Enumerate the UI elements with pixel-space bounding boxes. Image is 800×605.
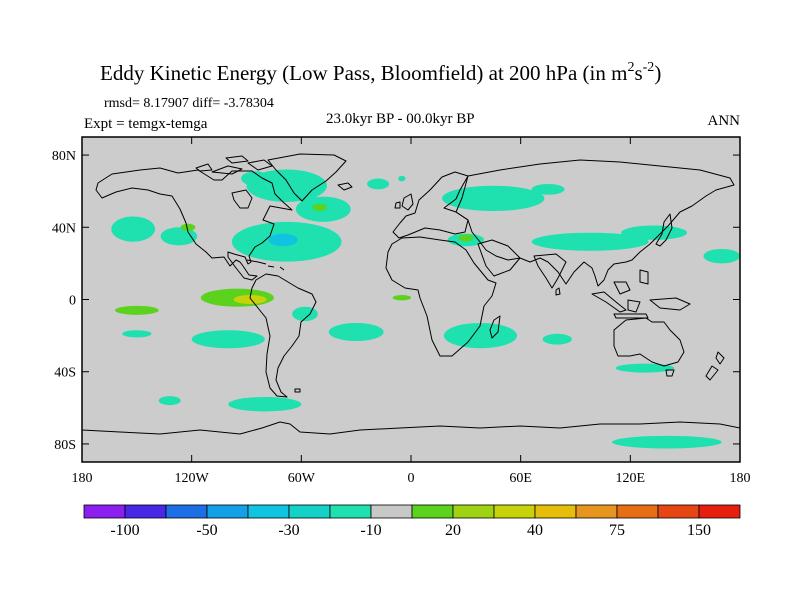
season-label: ANN <box>708 113 741 129</box>
x-tick-label: 180 <box>72 471 93 486</box>
region-south-atlantic <box>328 322 384 342</box>
colorbar-swatch <box>452 504 495 519</box>
colorbar-swatch <box>575 504 618 519</box>
coast-sea-islands <box>591 269 691 319</box>
coast-greenland <box>267 153 347 202</box>
colorbar-swatch <box>534 504 577 519</box>
region-pacific-northeast <box>111 216 156 242</box>
coast-new-zealand <box>705 351 725 381</box>
coast-south-america <box>249 273 317 398</box>
coast-sri-lanka <box>555 287 561 296</box>
x-tick-label: 0 <box>408 471 415 486</box>
colorbar-swatch <box>329 504 372 519</box>
region-southern-africa <box>443 322 518 349</box>
colorbar-label: 40 <box>527 522 543 539</box>
x-tick-label: 60E <box>509 471 532 486</box>
region-middle-east-asia <box>531 232 649 251</box>
coast-north-america <box>95 167 293 281</box>
y-tick-label: 80N <box>52 149 76 164</box>
map-background <box>82 137 740 462</box>
region-indian-ocean-east <box>542 333 572 345</box>
coast-hudson-bay <box>231 189 253 209</box>
coast-australia <box>613 317 685 367</box>
coast-caribbean <box>246 259 285 271</box>
coast-falklands <box>294 388 301 393</box>
colorbar-swatch <box>206 504 249 519</box>
region-west-pacific-jet <box>703 248 740 264</box>
y-tick-label: 0 <box>69 294 76 309</box>
coast-arctic-islands <box>195 155 273 175</box>
region-eurasia-north <box>531 183 565 195</box>
colorbar-swatch <box>370 504 413 519</box>
colorbar-swatch <box>657 504 700 519</box>
coast-asia <box>455 159 735 287</box>
title-text: Eddy Kinetic Energy (Low Pass, Bloomfiel… <box>100 61 627 85</box>
colorbar-label: 150 <box>687 522 711 539</box>
colorbar-label: 75 <box>609 522 625 539</box>
region-scandinavia-asia <box>442 185 545 212</box>
coast-iceland <box>337 182 353 191</box>
region-antarctic-pacific <box>612 435 722 449</box>
y-tick-label: 80S <box>54 438 76 453</box>
coast-antarctica <box>82 421 740 435</box>
coast-japan <box>655 213 673 247</box>
region-alaska-pole <box>241 171 271 186</box>
colorbar-label: -100 <box>110 522 139 539</box>
colorbar-label: -50 <box>196 522 217 539</box>
colorbar-label: -10 <box>360 522 381 539</box>
x-tick-label: 120E <box>616 471 646 486</box>
colorbar-swatch <box>124 504 167 519</box>
region-australia-south <box>615 363 675 373</box>
region-tropical-atlantic <box>392 294 411 301</box>
region-mediterranean-core <box>458 234 474 242</box>
colorbar-swatch <box>411 504 454 519</box>
y-tick-label: 40N <box>52 221 76 236</box>
coast-india <box>533 253 567 289</box>
experiment-label: Expt = temgx-temga <box>84 116 208 132</box>
colorbar-swatch <box>83 504 126 519</box>
region-greenland-east <box>367 178 390 190</box>
coast-tasmania <box>665 369 675 377</box>
coast-british-isles <box>394 193 414 211</box>
colorbar-swatch <box>288 504 331 519</box>
title-sup-1: 2 <box>627 60 634 75</box>
title-close: ) <box>654 61 661 85</box>
x-tick-label: 120W <box>175 471 210 486</box>
colorbar-swatch <box>165 504 208 519</box>
coast-arabia <box>477 239 521 277</box>
region-south-pacific-west <box>122 330 152 338</box>
coast-africa <box>385 236 497 357</box>
colorbar-swatch <box>616 504 659 519</box>
colorbar-swatch <box>698 504 741 519</box>
colorbar-swatch <box>493 504 536 519</box>
x-tick-label: 60W <box>288 471 316 486</box>
coast-europe <box>392 171 469 239</box>
y-tick-label: 40S <box>54 366 76 381</box>
region-south-pacific-east <box>191 330 265 349</box>
x-tick-label: 180 <box>730 471 751 486</box>
colorbar-swatch <box>247 504 290 519</box>
period-label: 23.0kyr BP - 00.0kyr BP <box>326 111 475 127</box>
region-california-coast <box>180 223 196 231</box>
region-central-pacific <box>114 305 159 315</box>
coastlines <box>82 153 740 435</box>
colorbar-label: -30 <box>278 522 299 539</box>
region-tropical-east-pacific-core <box>233 294 267 305</box>
region-japan-jet <box>621 225 687 240</box>
colorbar: -100 -50 -30 -10 20 40 75 150 <box>83 504 741 539</box>
region-iceland-spot <box>398 175 406 182</box>
figure-title: Eddy Kinetic Energy (Low Pass, Bloomfiel… <box>100 60 661 85</box>
stats-label: rmsd= 8.17907 diff= -3.78304 <box>104 96 274 111</box>
region-southern-ocean-pacific <box>158 396 181 406</box>
region-north-atlantic-core <box>312 203 327 212</box>
title-sup-2: -2 <box>643 60 655 75</box>
region-north-america-atlantic-core <box>268 233 298 247</box>
map-axes: 80N 40N 0 40S 80S 180 120W 60W 0 60E 120E 180 <box>52 137 751 486</box>
title-mid: s <box>634 61 642 85</box>
colorbar-label: 20 <box>445 522 461 539</box>
region-southern-ocean-atlantic <box>228 397 302 412</box>
coast-madagascar <box>489 315 501 339</box>
